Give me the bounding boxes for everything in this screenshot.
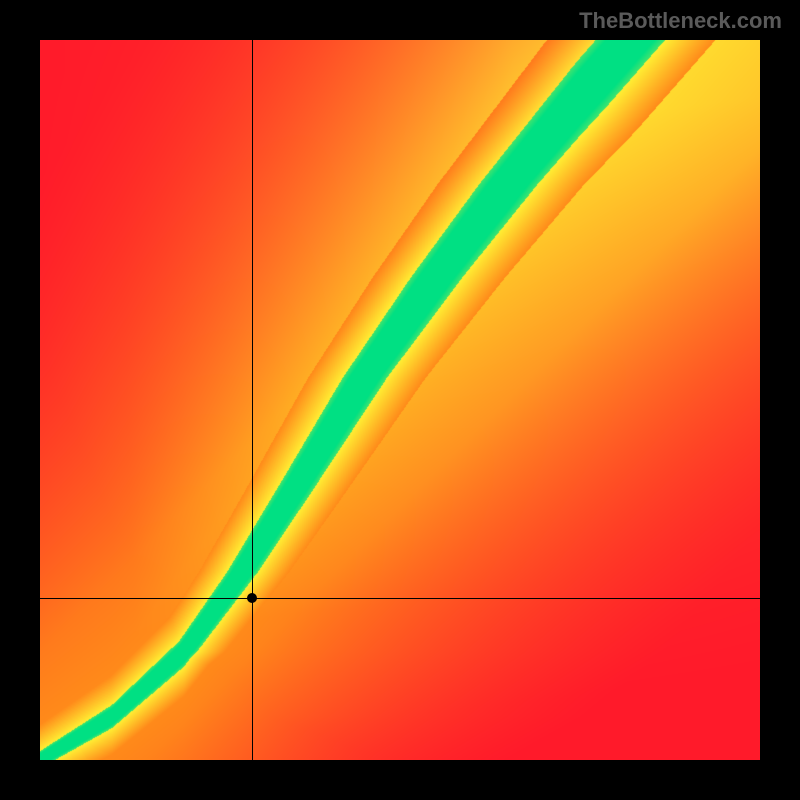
watermark-text: TheBottleneck.com <box>579 8 782 34</box>
crosshair-horizontal <box>40 598 760 599</box>
crosshair-vertical <box>252 40 253 760</box>
heatmap-canvas <box>40 40 760 760</box>
heatmap-plot <box>40 40 760 760</box>
crosshair-marker-dot <box>247 593 257 603</box>
